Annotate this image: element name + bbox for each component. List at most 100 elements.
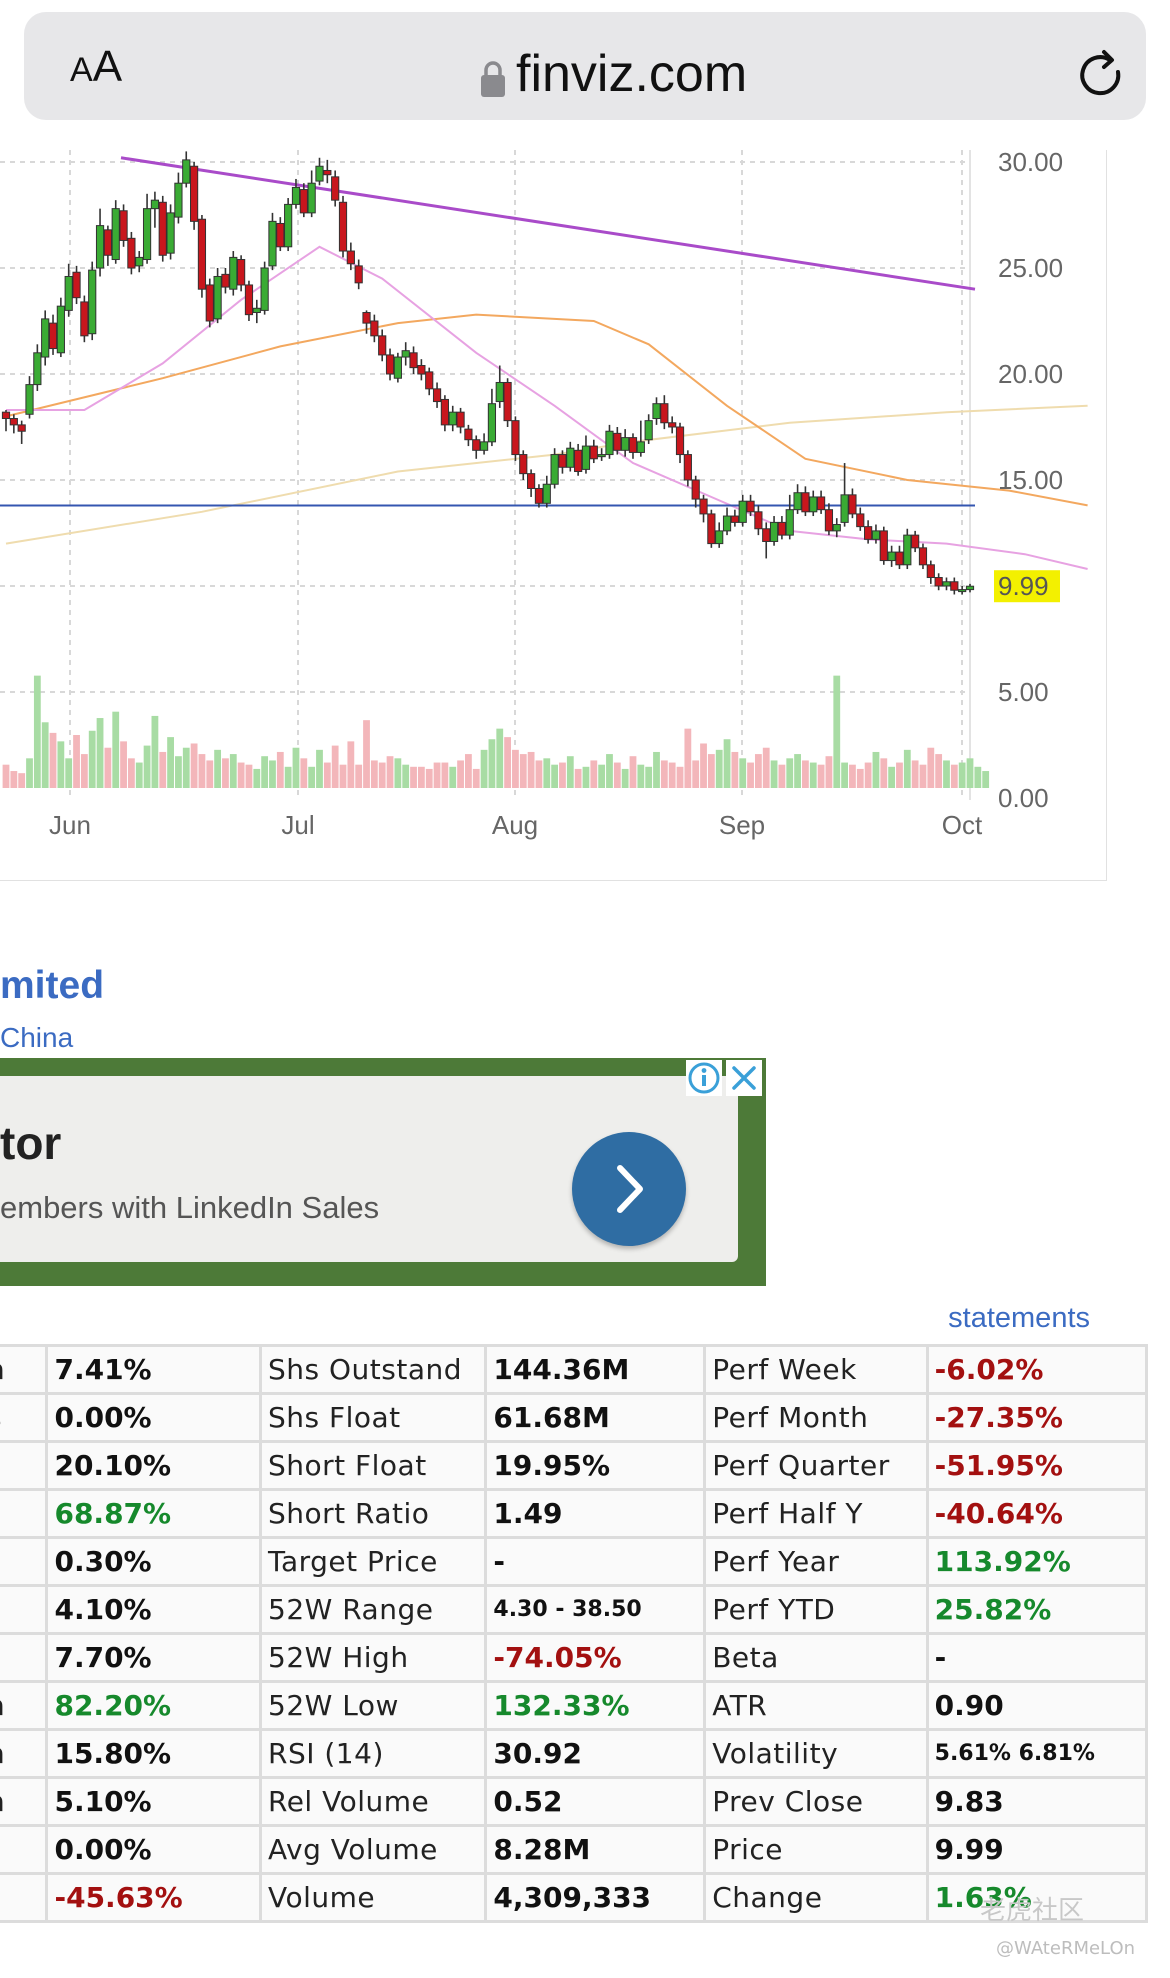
- statements-link[interactable]: statements: [948, 1302, 1090, 1334]
- candle-body: [229, 256, 238, 290]
- ad-content[interactable]: tor embers with LinkedIn Sales: [0, 1076, 738, 1262]
- snapshot-value: 1.63%: [925, 1872, 1149, 1923]
- advertisement[interactable]: tor embers with LinkedIn Sales: [0, 1058, 766, 1286]
- candle-body: [456, 411, 465, 428]
- volume-bar: [668, 762, 676, 788]
- reload-icon[interactable]: [1074, 48, 1130, 104]
- snapshot-value: -51.95%: [925, 1440, 1149, 1491]
- volume-bar: [574, 768, 582, 788]
- candle-body: [464, 428, 473, 441]
- snapshot-row: 0.30% Target Price - Perf Year 113.92%: [0, 1536, 1149, 1587]
- text-size-large-label: A: [92, 42, 123, 91]
- volume-bar: [778, 764, 786, 788]
- candle-body: [527, 473, 536, 489]
- candle-body: [534, 487, 544, 504]
- ad-arrow-button[interactable]: [572, 1132, 686, 1246]
- company-name[interactable]: mited: [0, 964, 105, 1007]
- snapshot-label: Short Float: [258, 1440, 488, 1491]
- ma50-line: [5, 313, 1088, 507]
- volume-bar: [96, 718, 104, 788]
- candle-body: [636, 441, 645, 453]
- volume-bar: [347, 741, 355, 788]
- snapshot-label: n: [0, 1776, 49, 1827]
- text-size-button[interactable]: AA: [70, 42, 122, 92]
- candle-body: [965, 585, 975, 591]
- ad-close-icon[interactable]: [726, 1060, 762, 1096]
- y-tick-label: 5.00: [998, 677, 1049, 707]
- volume-bar: [684, 728, 692, 788]
- candle-body: [495, 381, 504, 403]
- ma200-line: [5, 404, 1088, 545]
- volume-bar: [700, 743, 707, 788]
- candle-body: [942, 581, 951, 587]
- snapshot-value: 7.41%: [45, 1344, 262, 1395]
- candle-body: [299, 189, 308, 214]
- candle-body: [142, 208, 152, 261]
- candle-body: [80, 301, 89, 337]
- snapshot-value: 8.28M: [484, 1824, 707, 1875]
- candle-body: [730, 515, 739, 523]
- volume-bar: [551, 764, 559, 788]
- volume-bar: [888, 766, 896, 788]
- volume-bar: [935, 754, 943, 788]
- url-bar[interactable]: AA finviz.com: [24, 12, 1146, 120]
- snapshot-value: 68.87%: [45, 1488, 262, 1539]
- candle-body: [864, 526, 873, 540]
- x-tick-label: Aug: [492, 810, 538, 840]
- candle-body: [252, 307, 261, 314]
- candle-body: [824, 509, 834, 532]
- candle-body: [487, 403, 497, 443]
- snapshot-value: -74.05%: [484, 1632, 707, 1683]
- volume-bar: [370, 760, 378, 788]
- candle-body: [41, 318, 50, 358]
- candle-body: [291, 186, 301, 205]
- volume-bar: [621, 768, 629, 788]
- x-tick-label: Jul: [281, 810, 314, 840]
- volume-bar: [73, 735, 80, 788]
- volume-bar: [692, 760, 700, 788]
- ad-info-icon[interactable]: [686, 1060, 722, 1096]
- volume-bar: [120, 741, 127, 788]
- candle-body: [189, 165, 199, 222]
- volume-bar: [245, 764, 253, 788]
- volume-bar: [872, 751, 880, 788]
- candle-body: [338, 201, 348, 252]
- candle-body: [95, 225, 105, 269]
- candle-body: [926, 564, 935, 579]
- snapshot-label: [0, 1440, 49, 1491]
- candle-body: [315, 165, 324, 182]
- snapshot-row: 7.70% 52W High -74.05% Beta -: [0, 1632, 1149, 1683]
- candle-body: [793, 492, 802, 511]
- volume-bar: [802, 760, 809, 788]
- candle-body: [197, 218, 207, 290]
- candle-body: [307, 182, 316, 214]
- candle-body: [918, 547, 928, 566]
- volume-bar: [582, 766, 590, 788]
- volume-bar: [919, 764, 927, 788]
- snapshot-value: -45.63%: [45, 1872, 262, 1923]
- volume-bar: [809, 762, 817, 788]
- candle-body: [668, 422, 677, 428]
- volume-bar: [269, 760, 276, 788]
- candle-body: [370, 320, 379, 337]
- snapshot-label: Rel Volume: [258, 1776, 488, 1827]
- watermark-handle: @WAteRMeLOn: [996, 1938, 1136, 1959]
- snapshot-value: 0.00%: [45, 1824, 262, 1875]
- candle-body: [566, 447, 575, 468]
- company-country-link[interactable]: China: [0, 1022, 74, 1053]
- volume-bar: [794, 754, 801, 788]
- snapshot-label: Price: [703, 1824, 929, 1875]
- volume-bar: [159, 751, 167, 788]
- candle-body: [934, 577, 943, 587]
- volume-bar: [88, 730, 96, 788]
- volume-bar: [190, 743, 198, 788]
- candle-body: [597, 454, 606, 458]
- volume-bar: [723, 739, 731, 788]
- price-chart-svg: 30.00 25.00 20.00 15.00 5.00 0.00 9.99 Jun Jul Au…: [0, 150, 1088, 840]
- volume-bar: [18, 773, 26, 788]
- text-size-small-label: A: [70, 51, 93, 89]
- candle-body: [660, 403, 669, 424]
- volume-bar: [410, 766, 417, 788]
